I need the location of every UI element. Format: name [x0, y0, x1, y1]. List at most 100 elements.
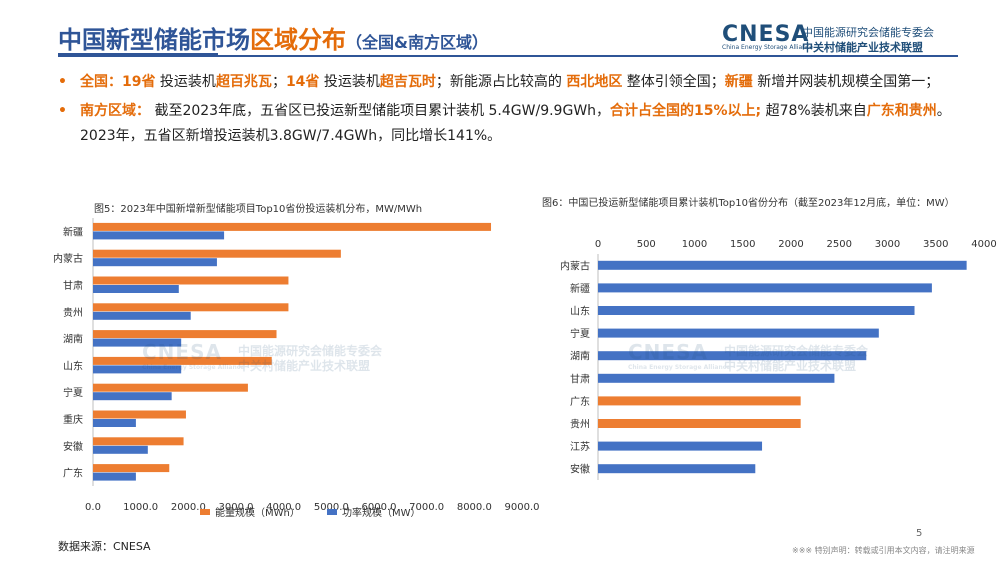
chart6-bar	[598, 464, 756, 474]
chart6-category-label: 贵州	[570, 418, 590, 431]
cnesa-logo: CNESA China Energy Storage Alliance 中国能源…	[722, 22, 957, 54]
chart6-x-tick: 500	[637, 239, 656, 250]
legend-label-power: 功率规模（MW）	[342, 508, 421, 519]
legend-swatch-energy	[200, 508, 210, 515]
chart5-category-label: 湖南	[63, 333, 83, 346]
chart5-bar	[93, 222, 492, 231]
bullet-dot-icon: •	[58, 74, 67, 90]
bullet-text: 合计占全国的15%以上;	[610, 103, 762, 119]
chart6-x-tick: 2500	[827, 239, 852, 250]
chart5-bar	[93, 231, 225, 240]
bullet-text: 超吉瓦时	[379, 74, 436, 90]
chart-new-installations: 图5：2023年中国新增新型储能项目Top10省份投运装机分布，MW/MWh 0…	[0, 190, 560, 530]
legend-swatch-power	[327, 508, 338, 515]
chart6-category-label: 广东	[570, 395, 590, 408]
chart5-bar	[93, 338, 182, 347]
title-sub: （全国&南方区域）	[346, 33, 488, 52]
chart6-bar	[598, 419, 801, 428]
chart5-bar	[93, 365, 182, 374]
legend-label-energy: 能量规模（MWh）	[215, 508, 300, 519]
chart5-category-label: 重庆	[63, 413, 83, 426]
chart5-bar	[93, 392, 172, 401]
chart5-bar	[93, 445, 148, 454]
chart6-category-label: 安徽	[570, 463, 590, 476]
page-title: 中国新型储能市场区域分布（全国&南方区域）	[58, 20, 488, 55]
chart5-bar	[93, 285, 179, 293]
chart5-x-tick: 1000.0	[123, 502, 158, 513]
legend-item-energy: 能量规模（MWh）	[200, 504, 300, 519]
bullet-text: 投运装机	[155, 74, 216, 90]
data-source: 数据来源：CNESA	[58, 540, 151, 553]
chart6-bar	[598, 396, 801, 406]
bullet-label: 南方区域：	[80, 103, 150, 119]
bullet-text: ；新能源占比较高的	[435, 74, 567, 90]
chart5-x-tick: 0.0	[85, 502, 101, 513]
chart6-x-tick: 2000	[778, 239, 803, 250]
chart5-x-tick: 9000.0	[505, 502, 540, 513]
bullet-text: 西北地区	[566, 74, 623, 90]
chart5-category-label: 安徽	[63, 440, 83, 453]
bullet-southern: • 南方区域： 截至2023年底，五省区已投运新型储能项目累计装机 5.4GW/…	[58, 99, 968, 149]
logo-en: China Energy Storage Alliance	[722, 44, 813, 51]
chart5-category-label: 山东	[63, 359, 83, 372]
chart6-x-tick: 4000	[971, 239, 996, 250]
logo-cn-line2: 中关村储能产业技术联盟	[802, 41, 923, 54]
chart6-bar	[598, 351, 867, 361]
chart5-x-tick: 4000.0	[266, 502, 301, 513]
legend-item-power: 功率规模（MW）	[327, 504, 421, 519]
chart5-bar	[93, 258, 217, 267]
bullet-text: 19省	[122, 74, 156, 90]
bullet-text: 整体引领全国；	[622, 74, 725, 90]
chart6-bar	[598, 441, 763, 451]
chart5-bar	[93, 311, 191, 320]
page-number: 5	[916, 528, 923, 539]
chart5-category-label: 广东	[63, 467, 83, 480]
bullet-national: • 全国：19省 投运装机超百兆瓦；14省 投运装机超吉瓦时；新能源占比较高的 …	[58, 70, 968, 95]
title-part2: 区域分布	[250, 26, 346, 54]
chart6-x-tick: 3000	[875, 239, 900, 250]
logo-mark: CNESA	[722, 22, 810, 47]
chart6-bar	[598, 260, 967, 270]
chart5-category-label: 宁夏	[63, 386, 83, 399]
chart5-x-tick: 2000.0	[171, 502, 206, 513]
bullet-text: 超百兆瓦	[215, 74, 272, 90]
bullet-label: 全国：	[80, 74, 122, 90]
bullet-text: 。2023年，五省区新增投运装机3.8GW/7.4GWh，同比增长141%。	[80, 103, 951, 144]
chart6-bar	[598, 373, 835, 383]
chart5-bar	[93, 383, 248, 392]
chart5-bar	[93, 249, 341, 258]
bullet-dot-icon: •	[58, 103, 67, 119]
chart5-bar	[93, 464, 170, 473]
bullet-text: 新增并网装机规模全国第一；	[752, 74, 940, 90]
bullet-text: 广东和贵州	[866, 103, 937, 119]
chart6-bar	[598, 306, 915, 315]
chart6-category-label: 山东	[570, 305, 590, 318]
chart5-x-tick: 5000.0	[314, 502, 349, 513]
bullet-text: 投运装机	[319, 74, 380, 90]
bullet-text: 新疆	[724, 74, 753, 90]
chart5-bar	[93, 472, 136, 481]
chart5-x-tick: 6000.0	[362, 502, 397, 513]
chart6-title: 图6：中国已投运新型储能项目累计装机Top10省份分布（截至2023年12月底，…	[542, 198, 955, 209]
chart5-bar	[93, 330, 277, 339]
chart5-x-tick: 3000.0	[219, 502, 254, 513]
chart6-x-tick: 3500	[923, 239, 948, 250]
title-part1: 中国新型储能市场	[58, 26, 250, 54]
chart6-category-label: 内蒙古	[560, 259, 590, 272]
chart5-category-label: 贵州	[63, 306, 83, 319]
chart5-bar	[93, 356, 272, 365]
chart5-legend: 能量规模（MWh） 功率规模（MW）	[200, 504, 445, 519]
bullet-text: 14省	[285, 74, 320, 90]
chart6-category-label: 新疆	[570, 282, 590, 295]
chart5-bar	[93, 419, 136, 427]
chart5-bar	[93, 276, 289, 285]
chart6-category-label: 宁夏	[570, 327, 590, 340]
chart5-bar	[93, 410, 186, 419]
bullet-text: ；	[271, 74, 286, 90]
logo-cn-line1: 中国能源研究会储能专委会	[802, 26, 934, 39]
chart-cumulative-installations: 图6：中国已投运新型储能项目累计装机Top10省份分布（截至2023年12月底，…	[540, 190, 1000, 490]
title-underline	[58, 53, 958, 57]
summary-bullets: • 全国：19省 投运装机超百兆瓦；14省 投运装机超吉瓦时；新能源占比较高的 …	[58, 70, 968, 153]
chart5-bar	[93, 437, 184, 446]
bullet-text: 截至2023年底，五省区已投运新型储能项目累计装机 5.4GW/9.9GWh，	[150, 103, 611, 119]
